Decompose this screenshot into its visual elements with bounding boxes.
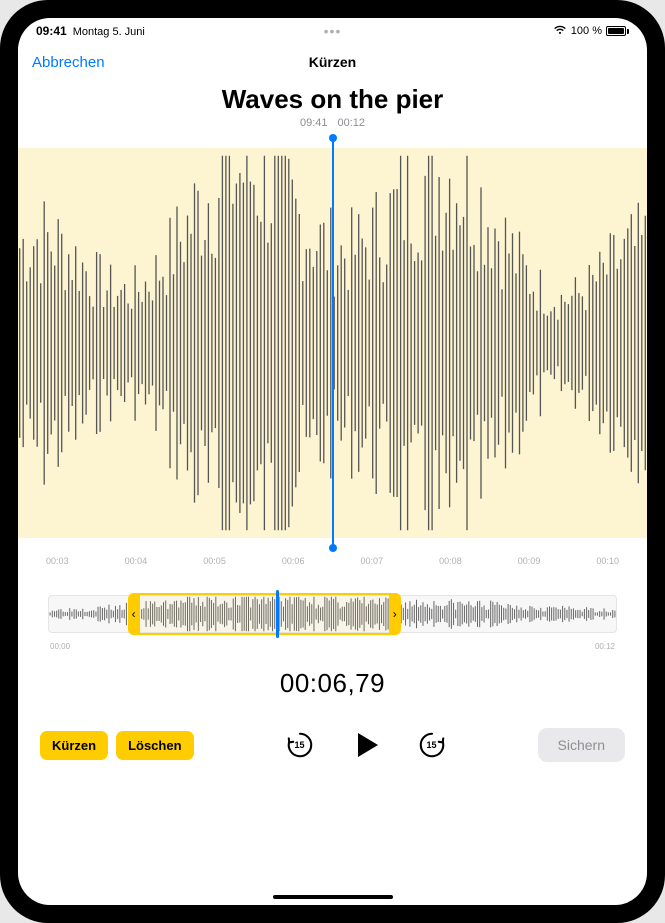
battery-percent: 100 % bbox=[571, 25, 602, 37]
mini-timeline: 00:00 00:12 bbox=[48, 642, 617, 651]
timeline-tick: 00:06 bbox=[254, 556, 333, 574]
timeline-tick: 00:09 bbox=[490, 556, 569, 574]
trim-window[interactable]: ‹ › bbox=[128, 593, 401, 635]
battery-icon bbox=[606, 26, 629, 36]
skip-forward-label: 15 bbox=[427, 740, 437, 750]
home-indicator[interactable] bbox=[273, 895, 393, 899]
transport-controls: 15 15 bbox=[202, 729, 530, 761]
skip-forward-button[interactable]: 15 bbox=[416, 729, 448, 761]
mini-playhead[interactable] bbox=[276, 590, 279, 638]
status-bar: 09:41 Montag 5. Juni ••• 100 % bbox=[18, 18, 647, 44]
timeline: 00:0300:0400:0500:0600:0700:0800:0900:10 bbox=[18, 556, 647, 574]
bottom-controls: Kürzen Löschen 15 15 Sichern bbox=[40, 728, 625, 762]
timeline-tick: 00:05 bbox=[175, 556, 254, 574]
cancel-button[interactable]: Abbrechen bbox=[32, 54, 105, 71]
timeline-tick: 00:10 bbox=[568, 556, 647, 574]
recording-meta: 09:41 00:12 bbox=[18, 117, 647, 129]
trim-handle-left[interactable]: ‹ bbox=[128, 593, 140, 635]
nav-title: Kürzen bbox=[309, 54, 356, 70]
mini-start-time: 00:00 bbox=[50, 642, 70, 651]
mini-end-time: 00:12 bbox=[595, 642, 615, 651]
recording-meta-duration: 00:12 bbox=[338, 117, 366, 129]
screen: 09:41 Montag 5. Juni ••• 100 % Abbrechen… bbox=[18, 18, 647, 905]
timeline-tick: 00:03 bbox=[18, 556, 97, 574]
waveform-main[interactable] bbox=[18, 148, 647, 538]
mini-waveform-area: ‹ › 00:00 00:12 bbox=[48, 593, 617, 647]
trim-handle-right[interactable]: › bbox=[389, 593, 401, 635]
delete-button[interactable]: Löschen bbox=[116, 731, 193, 760]
play-button[interactable] bbox=[350, 729, 382, 761]
timeline-tick: 00:08 bbox=[411, 556, 490, 574]
status-right: 100 % bbox=[553, 24, 629, 39]
multitask-dots[interactable]: ••• bbox=[324, 23, 342, 39]
recording-title: Waves on the pier bbox=[18, 84, 647, 115]
timeline-tick: 00:07 bbox=[333, 556, 412, 574]
skip-back-button[interactable]: 15 bbox=[284, 729, 316, 761]
ipad-frame: 09:41 Montag 5. Juni ••• 100 % Abbrechen… bbox=[0, 0, 665, 923]
status-left: 09:41 Montag 5. Juni bbox=[36, 24, 145, 38]
status-time: 09:41 bbox=[36, 24, 67, 38]
status-date: Montag 5. Juni bbox=[73, 26, 145, 38]
save-button[interactable]: Sichern bbox=[538, 728, 625, 762]
trim-button[interactable]: Kürzen bbox=[40, 731, 108, 760]
title-area: Waves on the pier 09:41 00:12 bbox=[18, 84, 647, 129]
wifi-icon bbox=[553, 24, 567, 39]
timeline-tick: 00:04 bbox=[97, 556, 176, 574]
recording-meta-time: 09:41 bbox=[300, 117, 328, 129]
nav-bar: Abbrechen Kürzen bbox=[18, 44, 647, 80]
current-time: 00:06,79 bbox=[18, 668, 647, 699]
skip-back-label: 15 bbox=[295, 740, 305, 750]
